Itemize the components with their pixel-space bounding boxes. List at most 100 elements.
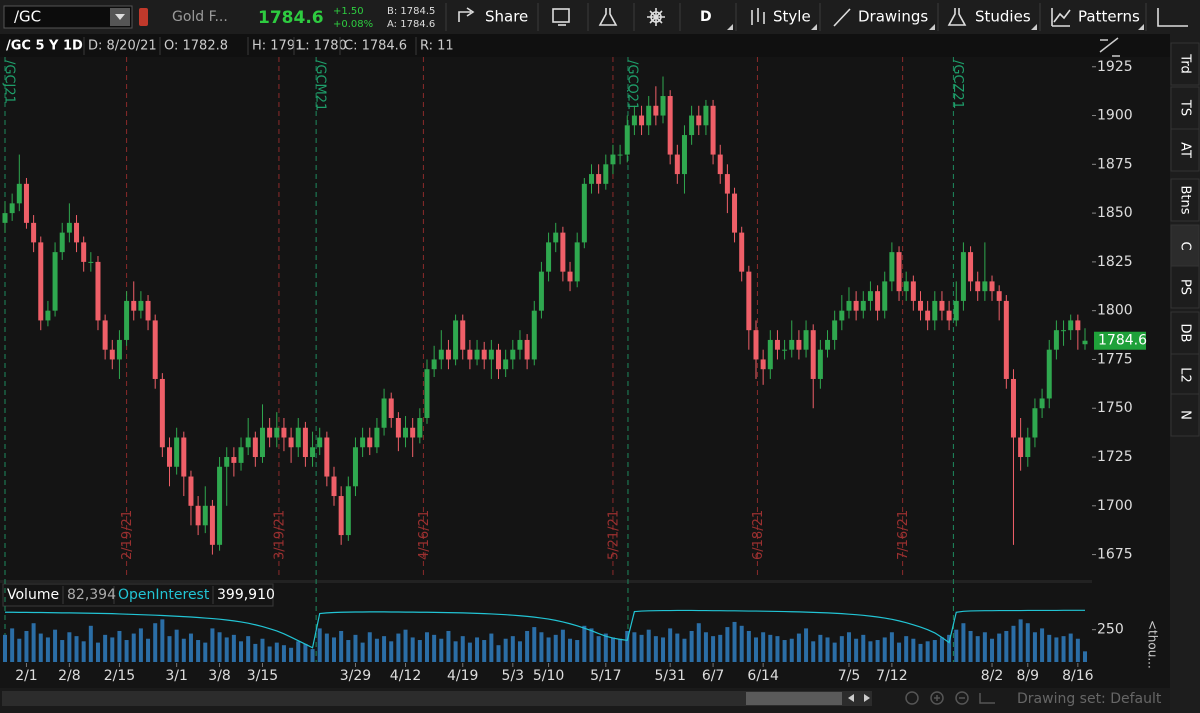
y-tick-label: 250 [1097,622,1124,638]
drawings-button[interactable]: Drawings [858,8,928,26]
side-tab-label: AT [1178,142,1193,158]
candle-body [417,417,423,438]
volume-bar [1018,619,1023,662]
volume-bar [839,636,844,662]
candle-body [689,115,695,136]
volume-bar [53,629,58,662]
description: Gold F... [172,9,228,25]
volume-bar [146,638,151,662]
volume-bar [138,628,143,662]
volume-bar [489,633,494,662]
link-indicator[interactable] [139,8,148,26]
patterns-button[interactable]: Patterns [1078,8,1140,26]
side-tab[interactable] [1170,224,1200,268]
candle-body [52,252,58,311]
header-field: R: 11 [420,39,454,54]
volume-bar [1004,630,1009,662]
side-tab[interactable] [1170,178,1200,222]
volume-bar [410,637,415,662]
studies-button[interactable]: Studies [975,8,1031,26]
candle-body [560,232,566,272]
volume-bar [768,634,773,662]
scroll-track[interactable] [2,691,872,706]
candle-body [360,437,366,448]
symbol-box[interactable] [3,5,133,29]
open-interest-line [5,609,1086,649]
candle-body [38,242,44,321]
volume-bar [324,633,329,662]
side-tab[interactable] [1170,128,1200,172]
volume-bar [1061,636,1066,662]
side-tab[interactable] [1170,393,1200,437]
volume-bar [38,633,43,662]
volume-bar [460,636,465,662]
volume-bar [882,637,887,662]
x-tick-label: 6/7 [702,668,725,684]
x-tick-label: 4/19 [447,668,478,684]
candle-body [152,320,158,379]
side-tab[interactable] [1170,311,1200,355]
candle-body [438,349,444,360]
candle-body [381,398,387,428]
drawing-tool-icon[interactable] [1099,37,1120,57]
side-tab[interactable] [1170,265,1200,309]
chart-title: /GC 5 Y 1D [6,39,83,54]
bid: B: 1784.5 [387,6,435,17]
header-field: H: 1791 [252,39,303,54]
candle-body [996,291,1002,301]
expiration-label: 4/16/21 [417,510,432,560]
volume-bar [153,623,158,662]
volume-bar [174,629,179,662]
toolbar-icons [458,7,1188,27]
aggregation-button[interactable]: D [700,9,712,25]
volume-bar [560,629,565,662]
candle-body [624,125,630,155]
side-tab[interactable] [1170,42,1200,86]
candle-body [88,261,94,263]
volume-bar [1075,638,1080,662]
oi-value: 399,910 [217,587,275,603]
volume-bar [360,642,365,662]
candle-body [338,496,344,536]
y-tick-label: 1875 [1097,156,1133,172]
volume-bar [317,628,322,662]
volume-bar [568,638,573,662]
candle-body [474,349,480,360]
candle-body [1039,398,1045,409]
candle-body [524,339,530,360]
x-tick-label: 5/10 [533,668,564,684]
volume-bar [1011,625,1016,662]
candle-body [574,242,580,282]
volume-bar [124,640,129,662]
candle-body [59,232,65,253]
candle-body [195,505,201,526]
expiration-label: 7/16/21 [896,510,911,560]
volume-bar [1054,637,1059,662]
expiration-label: 5/21/21 [606,510,621,560]
volume-bar [67,632,72,662]
side-tab[interactable] [1170,86,1200,130]
candle-body [982,281,988,292]
candle-body [331,476,337,497]
zoom-icons[interactable] [905,691,995,705]
volume-bar [475,637,480,662]
panel-divider [0,580,1092,583]
candle-body [832,320,838,340]
volume-bar [374,638,379,662]
scroll-thumb[interactable] [746,692,842,705]
candle-body [746,271,752,331]
contract-label: /GCJ21 [2,60,17,104]
share-button[interactable]: Share [485,8,528,26]
volume-bar [525,630,530,662]
candle-body [9,203,15,214]
volume-bar [95,642,100,662]
style-button[interactable]: Style [773,8,811,26]
volume-bar [625,630,630,662]
side-tab[interactable] [1170,353,1200,397]
pct-change: +0.08% [333,19,373,30]
volume-bar [661,637,666,662]
y-tick-label: 1825 [1097,254,1133,270]
candle-body [174,437,180,467]
candle-body [453,320,459,360]
scroll-arrows[interactable] [848,694,870,702]
